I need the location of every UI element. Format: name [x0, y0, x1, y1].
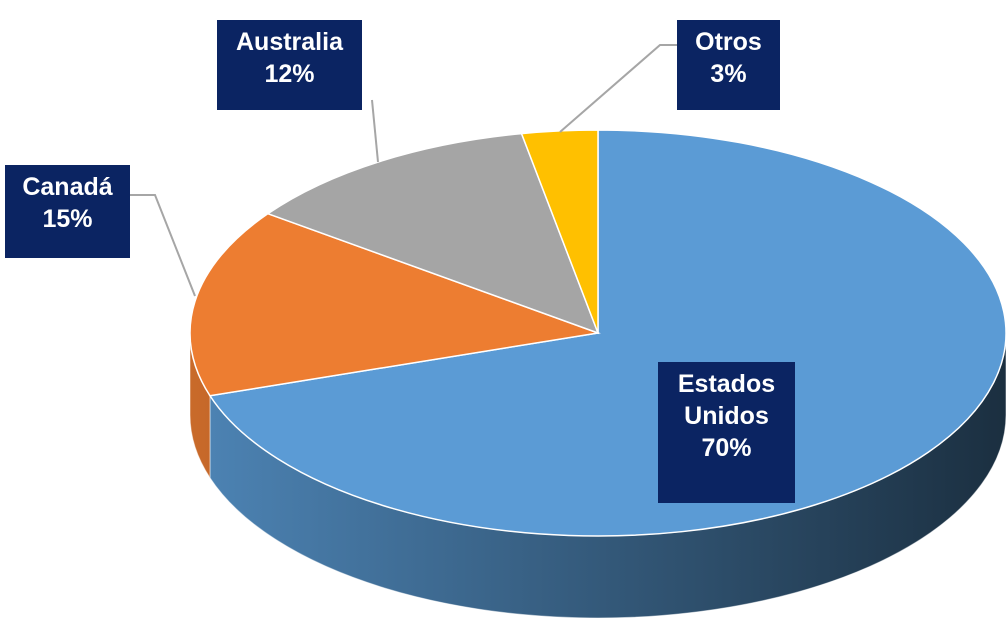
- pie-slice: [189, 212, 601, 397]
- label-name: Estados Unidos: [677, 370, 776, 430]
- data-label: Canadá 15%: [5, 165, 130, 258]
- label-value: 3%: [710, 60, 747, 88]
- data-label: Otros 3%: [677, 20, 780, 110]
- pie-slice: [520, 129, 599, 334]
- pie-slice: [266, 132, 600, 335]
- label-name: Otros: [695, 28, 762, 56]
- label-value: 12%: [264, 60, 315, 88]
- leader-line: [371, 99, 379, 163]
- data-label: Estados Unidos 70%: [658, 362, 795, 503]
- label-name: Australia: [236, 28, 343, 56]
- data-label: Australia 12%: [217, 20, 362, 110]
- leader-line: [130, 194, 196, 297]
- label-value: 70%: [701, 434, 752, 462]
- label-name: Canadá: [22, 173, 113, 201]
- leader-line: [559, 44, 677, 133]
- pie-slice: [208, 129, 1006, 537]
- label-value: 15%: [42, 205, 93, 233]
